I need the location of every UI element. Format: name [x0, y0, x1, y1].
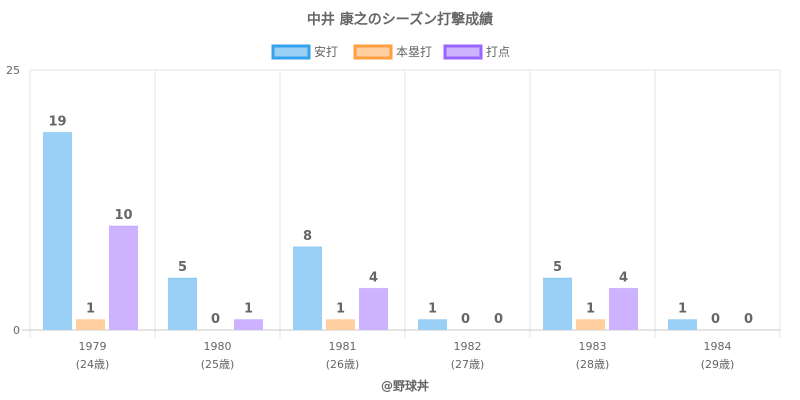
- data-label-1982-0: 1: [428, 302, 437, 317]
- x-tick-label: 1984: [704, 340, 732, 353]
- data-label-1983-0: 5: [553, 260, 562, 275]
- data-label-1981-1: 1: [336, 302, 345, 317]
- x-tick-sublabel: (29歳): [701, 358, 735, 371]
- x-tick-label: 1983: [579, 340, 607, 353]
- bar-1983-1: [576, 319, 605, 330]
- data-label-1982-2: 0: [494, 312, 503, 327]
- data-label-1984-0: 1: [678, 302, 687, 317]
- chart-title: 中井 康之のシーズン打撃成績: [307, 11, 493, 28]
- data-label-1981-2: 4: [369, 270, 378, 285]
- data-label-1979-0: 19: [48, 114, 66, 129]
- x-axis: 1979 (24歳) 1980 (25歳) 1981 (26歳) 1982 (27歳) 1983…: [76, 340, 735, 371]
- bars: [43, 131, 697, 330]
- data-label-1984-2: 0: [744, 312, 753, 327]
- x-tick-sublabel: (24歳): [76, 358, 110, 371]
- data-label-1979-1: 1: [86, 302, 95, 317]
- data-label-1979-2: 10: [114, 208, 132, 223]
- bar-1979-2: [109, 226, 138, 330]
- y-tick-label: 0: [13, 324, 20, 337]
- credit: @野球丼: [381, 378, 429, 393]
- bar-1981-0: [293, 246, 322, 330]
- x-tick-label: 1982: [454, 340, 482, 353]
- bar-1980-0: [168, 278, 197, 330]
- bar-1980-2: [234, 319, 263, 330]
- bar-1981-1: [326, 319, 355, 330]
- data-label-1983-1: 1: [586, 302, 595, 317]
- x-tick-label: 1981: [329, 340, 357, 353]
- legend-swatch-0[interactable]: [271, 44, 311, 60]
- legend-label-0[interactable]: 安打: [314, 44, 338, 59]
- data-label-1981-0: 8: [303, 229, 312, 244]
- data-label-1983-2: 4: [619, 270, 628, 285]
- bar-1979-1: [76, 319, 105, 330]
- legend[interactable]: 安打 本塁打 打点: [271, 44, 510, 60]
- bar-1984-0: [668, 319, 697, 330]
- bar-1983-0: [543, 278, 572, 330]
- y-tick-label: 25: [6, 64, 20, 77]
- legend-swatch-1[interactable]: [353, 44, 393, 60]
- bar-1983-2: [609, 288, 638, 330]
- x-tick-label: 1980: [204, 340, 232, 353]
- x-tick-sublabel: (28歳): [576, 358, 610, 371]
- y-axis: 0 25: [6, 64, 20, 337]
- data-label-1982-1: 0: [461, 312, 470, 327]
- data-label-1980-1: 0: [211, 312, 220, 327]
- data-label-1980-2: 1: [244, 302, 253, 317]
- x-tick-sublabel: (26歳): [326, 358, 360, 371]
- x-tick-label: 1979: [79, 340, 107, 353]
- data-label-1980-0: 5: [178, 260, 187, 275]
- x-tick-sublabel: (25歳): [201, 358, 235, 371]
- legend-swatch-2[interactable]: [443, 44, 483, 60]
- legend-label-1[interactable]: 本塁打: [396, 45, 432, 59]
- bar-1979-0: [43, 132, 72, 330]
- legend-label-2[interactable]: 打点: [486, 45, 510, 59]
- data-label-1984-1: 0: [711, 312, 720, 327]
- grid: [22, 69, 781, 338]
- bar-1982-0: [418, 319, 447, 330]
- x-tick-sublabel: (27歳): [451, 358, 485, 371]
- bar-1981-2: [359, 288, 388, 330]
